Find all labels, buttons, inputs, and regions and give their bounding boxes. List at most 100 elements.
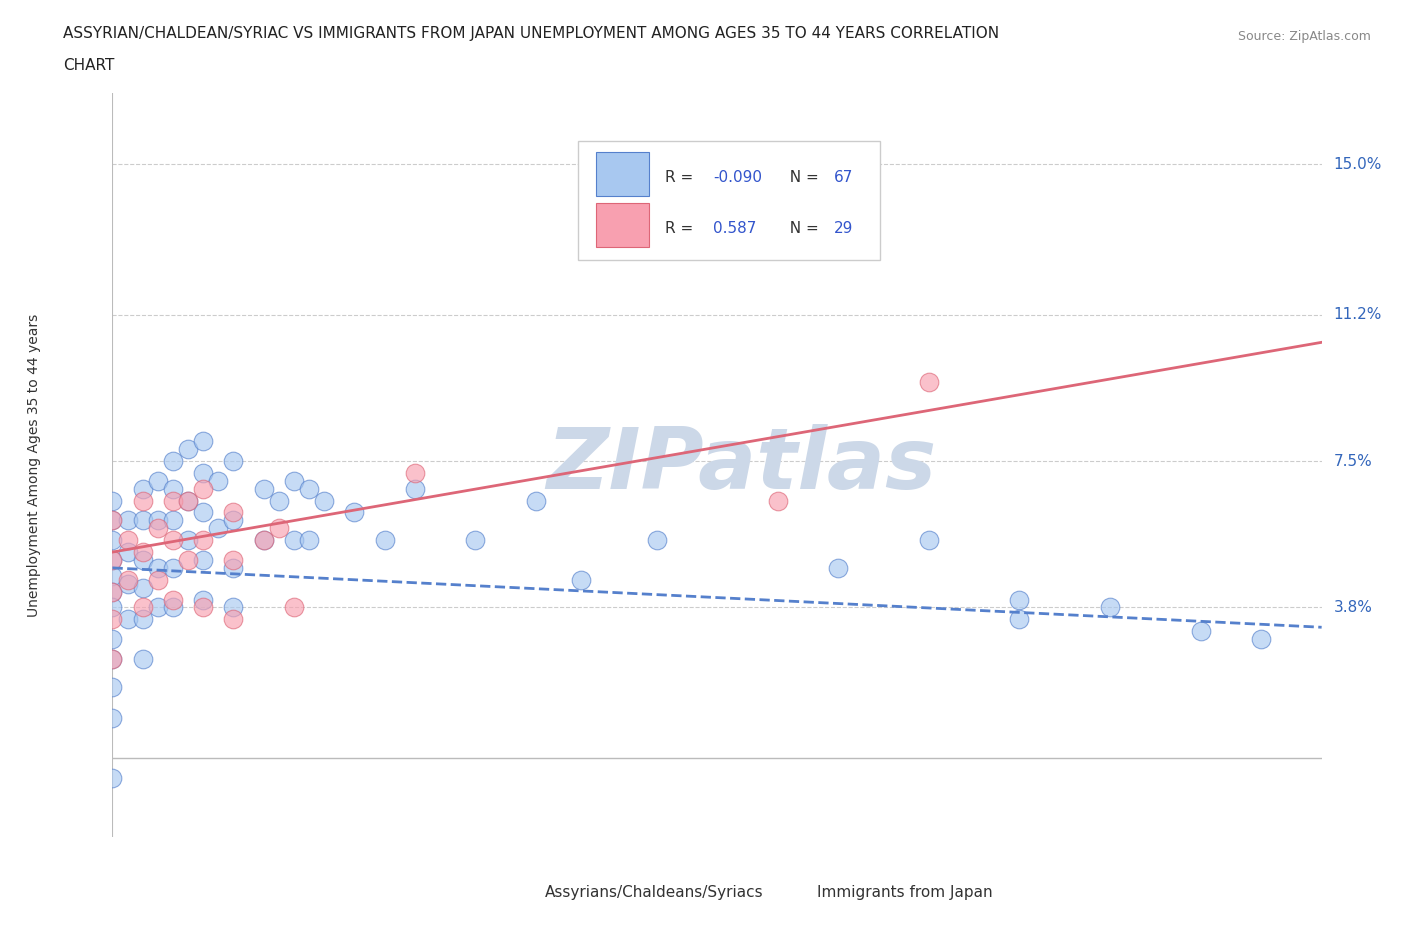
Text: N =: N = xyxy=(780,221,824,236)
Point xyxy=(101,493,124,508)
Point xyxy=(101,612,124,627)
Point xyxy=(146,521,169,536)
Point xyxy=(918,375,941,390)
Point xyxy=(101,711,124,725)
Point xyxy=(146,600,169,615)
Text: R =: R = xyxy=(665,170,699,185)
Point xyxy=(1098,600,1121,615)
Point xyxy=(101,568,124,583)
Point xyxy=(918,533,941,548)
Point xyxy=(117,533,139,548)
Point xyxy=(569,572,592,587)
Point xyxy=(464,533,486,548)
Point xyxy=(191,533,214,548)
Text: 29: 29 xyxy=(834,221,853,236)
Text: N =: N = xyxy=(780,170,824,185)
Point xyxy=(1008,612,1031,627)
Point xyxy=(162,533,184,548)
Point xyxy=(222,552,245,567)
Point xyxy=(101,513,124,528)
Point xyxy=(191,592,214,607)
Point xyxy=(253,482,276,497)
Point xyxy=(267,521,290,536)
Point xyxy=(191,466,214,481)
Point xyxy=(101,770,124,785)
Point xyxy=(191,482,214,497)
FancyBboxPatch shape xyxy=(782,883,813,903)
Point xyxy=(177,493,200,508)
Point xyxy=(117,612,139,627)
Point xyxy=(101,552,124,567)
Point xyxy=(146,513,169,528)
FancyBboxPatch shape xyxy=(596,152,650,195)
Point xyxy=(132,652,155,667)
Point xyxy=(343,505,366,520)
Point xyxy=(162,513,184,528)
Point xyxy=(191,600,214,615)
Text: ZIPatlas: ZIPatlas xyxy=(546,423,936,507)
Point xyxy=(404,482,426,497)
Point xyxy=(1250,631,1272,646)
Point xyxy=(222,513,245,528)
Point xyxy=(101,513,124,528)
Text: 67: 67 xyxy=(834,170,853,185)
Point xyxy=(177,493,200,508)
Point xyxy=(222,454,245,469)
Point xyxy=(117,513,139,528)
Point xyxy=(207,473,229,488)
Point xyxy=(146,473,169,488)
Point xyxy=(101,584,124,599)
Point xyxy=(146,561,169,576)
Point xyxy=(191,505,214,520)
Text: R =: R = xyxy=(665,221,699,236)
Point xyxy=(374,533,396,548)
Text: Assyrians/Chaldeans/Syriacs: Assyrians/Chaldeans/Syriacs xyxy=(546,885,763,900)
Point xyxy=(117,545,139,560)
FancyBboxPatch shape xyxy=(509,883,540,903)
Point xyxy=(207,521,229,536)
Point xyxy=(132,612,155,627)
Point xyxy=(283,473,305,488)
Text: Unemployment Among Ages 35 to 44 years: Unemployment Among Ages 35 to 44 years xyxy=(27,313,41,617)
Point xyxy=(298,533,321,548)
Text: 15.0%: 15.0% xyxy=(1334,157,1382,172)
FancyBboxPatch shape xyxy=(578,141,880,260)
Point xyxy=(101,631,124,646)
Point xyxy=(101,652,124,667)
Point xyxy=(162,561,184,576)
Point xyxy=(191,552,214,567)
Point xyxy=(253,533,276,548)
Point xyxy=(222,561,245,576)
Point xyxy=(101,584,124,599)
Point xyxy=(404,466,426,481)
Point xyxy=(283,600,305,615)
Text: Immigrants from Japan: Immigrants from Japan xyxy=(817,885,993,900)
Text: ASSYRIAN/CHALDEAN/SYRIAC VS IMMIGRANTS FROM JAPAN UNEMPLOYMENT AMONG AGES 35 TO : ASSYRIAN/CHALDEAN/SYRIAC VS IMMIGRANTS F… xyxy=(63,26,1000,41)
Point xyxy=(177,533,200,548)
Point xyxy=(177,442,200,457)
Point xyxy=(117,577,139,591)
Point xyxy=(1189,624,1212,639)
Point xyxy=(132,552,155,567)
Point xyxy=(766,493,789,508)
Point xyxy=(132,482,155,497)
Point xyxy=(524,493,547,508)
Point xyxy=(298,482,321,497)
Point xyxy=(267,493,290,508)
Point xyxy=(101,552,124,567)
Point xyxy=(101,679,124,694)
Point xyxy=(132,513,155,528)
Point xyxy=(132,545,155,560)
Point xyxy=(314,493,336,508)
FancyBboxPatch shape xyxy=(596,203,650,247)
Text: -0.090: -0.090 xyxy=(713,170,762,185)
Point xyxy=(117,572,139,587)
Point xyxy=(1008,592,1031,607)
Point xyxy=(283,533,305,548)
Point xyxy=(132,580,155,595)
Text: Source: ZipAtlas.com: Source: ZipAtlas.com xyxy=(1237,30,1371,43)
Text: 3.8%: 3.8% xyxy=(1334,600,1372,615)
Text: 0.587: 0.587 xyxy=(713,221,756,236)
Point xyxy=(162,592,184,607)
Point xyxy=(222,600,245,615)
